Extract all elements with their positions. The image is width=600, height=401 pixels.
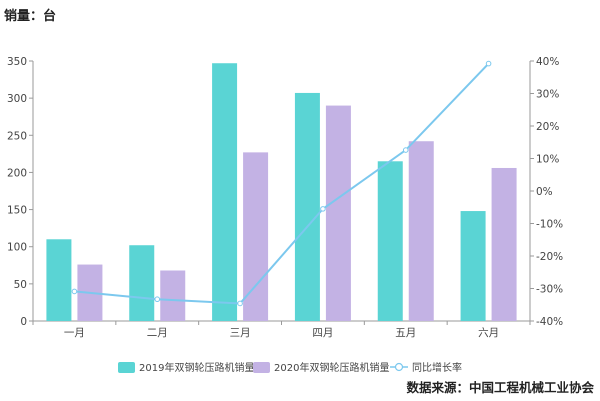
bar bbox=[212, 63, 238, 321]
legend: 2019年双钢轮压路机销量 2020年双钢轮压路机销量 同比增长率 bbox=[118, 361, 462, 374]
right-axis-tick-label: 10% bbox=[536, 154, 559, 166]
legend-line-marker bbox=[394, 362, 404, 372]
x-axis-tick-label: 六月 bbox=[478, 327, 499, 339]
legend-label: 2019年双钢轮压路机销量 bbox=[139, 361, 254, 374]
bar bbox=[325, 105, 351, 321]
axes: 0 50 100 150 200 250 300 350 -40% -30% -20% -10% 0% 1… bbox=[7, 56, 563, 339]
growth-line bbox=[71, 60, 492, 307]
left-axis-tick-label: 350 bbox=[7, 56, 27, 68]
right-axis-tick-label: 30% bbox=[536, 89, 559, 101]
right-axis-tick-label: -30% bbox=[536, 284, 563, 296]
right-axis-tick-label: 20% bbox=[536, 121, 559, 133]
bar bbox=[294, 92, 320, 321]
growth-line-path bbox=[74, 62, 490, 305]
left-axis-tick-label: 150 bbox=[7, 205, 27, 217]
line-point bbox=[237, 300, 243, 307]
left-axis-tick-label: 300 bbox=[7, 93, 27, 105]
line-point bbox=[320, 206, 326, 212]
line-point bbox=[71, 288, 78, 295]
legend-swatch bbox=[118, 362, 135, 373]
bar bbox=[46, 239, 72, 321]
legend-swatch bbox=[253, 362, 270, 373]
left-axis-tick-label: 50 bbox=[14, 279, 27, 291]
right-axis-tick-label: 0% bbox=[536, 186, 553, 198]
legend-label: 2020年双钢轮压路机销量 bbox=[274, 361, 389, 374]
right-axis-tick-label: 40% bbox=[536, 56, 559, 68]
left-axis-tick-label: 250 bbox=[7, 130, 27, 142]
x-axis-tick-label: 一月 bbox=[64, 327, 85, 339]
legend-label: 同比增长率 bbox=[412, 361, 462, 374]
bar bbox=[491, 167, 517, 321]
line-point bbox=[402, 147, 409, 153]
x-axis-tick-label: 五月 bbox=[395, 327, 416, 339]
right-axis-tick-label: -10% bbox=[536, 219, 563, 231]
bar bbox=[160, 270, 186, 321]
x-axis-tick-label: 二月 bbox=[147, 327, 168, 339]
unit-label: 销量：台 bbox=[4, 8, 56, 24]
source-note: 数据来源：中国工程机械工业协会 bbox=[405, 380, 594, 395]
bar bbox=[129, 245, 155, 321]
bar bbox=[377, 161, 403, 321]
bar bbox=[243, 152, 269, 321]
right-axis-tick-label: -20% bbox=[536, 251, 563, 263]
left-axis-tick-label: 100 bbox=[7, 242, 27, 254]
bars bbox=[46, 63, 517, 321]
x-axis-tick-label: 四月 bbox=[312, 327, 333, 339]
line-point bbox=[485, 60, 492, 67]
bar bbox=[460, 211, 486, 321]
line-point bbox=[154, 296, 161, 303]
right-axis-tick-label: -40% bbox=[536, 316, 563, 328]
x-axis-tick-label: 三月 bbox=[230, 327, 251, 339]
left-axis-tick-label: 0 bbox=[20, 316, 27, 328]
left-axis-tick-label: 200 bbox=[7, 167, 27, 179]
bar bbox=[408, 141, 434, 321]
